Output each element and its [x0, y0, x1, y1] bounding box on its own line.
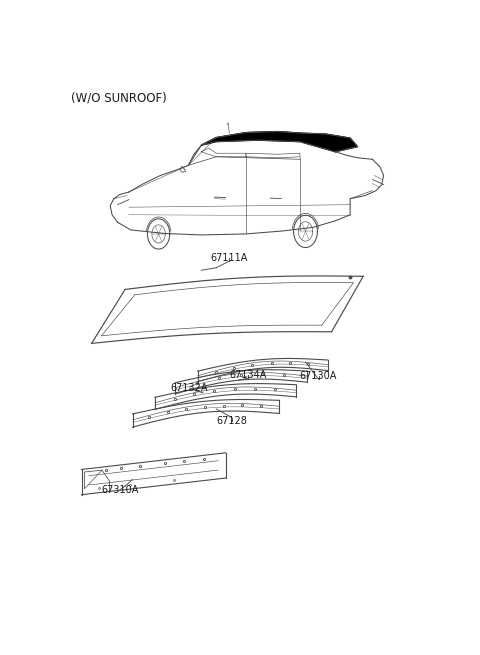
Text: 67134A: 67134A — [229, 370, 266, 380]
Text: 67128: 67128 — [216, 415, 247, 426]
Polygon shape — [202, 132, 358, 152]
Text: 67132A: 67132A — [171, 383, 208, 393]
Text: 67130A: 67130A — [300, 371, 337, 381]
Text: 67111A: 67111A — [211, 253, 248, 263]
Text: (W/O SUNROOF): (W/O SUNROOF) — [71, 91, 167, 104]
Text: 67310A: 67310A — [102, 485, 139, 495]
